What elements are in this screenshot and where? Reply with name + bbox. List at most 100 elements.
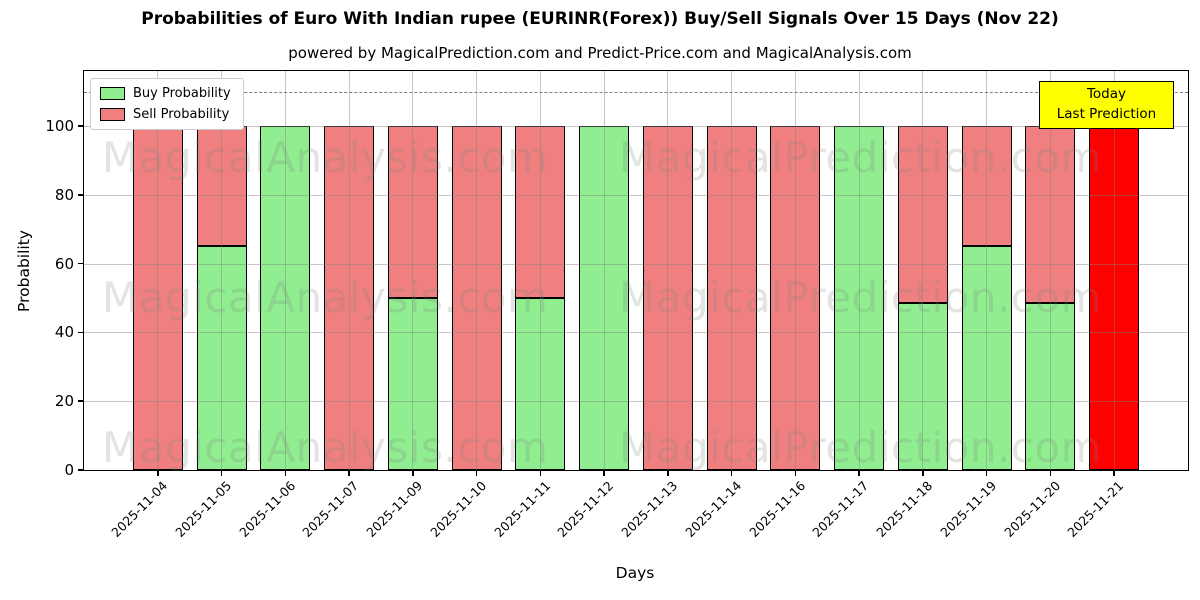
sell-bar-segment <box>706 126 757 470</box>
legend: Buy Probability Sell Probability <box>90 78 244 130</box>
x-tick-label-date: 2025-11-11 <box>490 478 553 540</box>
dashed-threshold-line <box>84 91 1188 93</box>
y-axis-label: Probability <box>15 229 33 312</box>
sell-bar-segment <box>897 126 948 304</box>
buy-bar-segment <box>579 126 630 470</box>
x-tick-mark <box>348 470 350 476</box>
legend-label-sell: Sell Probability <box>133 107 230 122</box>
x-tick-mark <box>284 470 287 476</box>
today-annotation-line1: Today <box>1086 86 1127 103</box>
legend-entry-sell: Sell Probability <box>100 107 231 122</box>
y-tick-mark-40 <box>78 331 84 334</box>
buy-bar-segment <box>196 246 247 470</box>
x-gridline <box>1049 71 1051 470</box>
y-tick-label-80: 80 <box>54 185 74 204</box>
sell-bar-segment <box>515 126 566 299</box>
x-tick-label-date: 2025-11-07 <box>299 478 362 540</box>
chart-title: Probabilities of Euro With Indian rupee … <box>141 9 1059 29</box>
x-tick-mark <box>794 470 797 476</box>
sell-bar-segment <box>770 126 821 470</box>
sell-bar-segment <box>324 126 375 470</box>
x-gridline <box>603 71 605 470</box>
today-annotation-line2: Last Prediction <box>1056 106 1157 122</box>
today-annotation-box: Today Last Prediction <box>1039 81 1174 129</box>
buy-bar-segment <box>1025 303 1076 470</box>
sell-bar-segment <box>387 126 438 299</box>
y-tick-label-20: 20 <box>54 392 74 411</box>
x-axis-label: Days <box>615 564 655 582</box>
sell-bar-segment <box>642 126 693 470</box>
x-tick-mark <box>922 470 924 476</box>
x-tick-mark <box>220 470 223 476</box>
bars-layer <box>84 71 1188 470</box>
y-gridline-40 <box>84 332 1188 334</box>
x-tick-label-date: 2025-11-09 <box>363 478 426 540</box>
x-tick-label-date: 2025-11-05 <box>172 478 235 540</box>
x-tick-label-date: 2025-11-04 <box>108 478 171 540</box>
x-tick-mark <box>412 470 414 476</box>
buy-probability-swatch <box>100 87 125 100</box>
chart-subtitle: powered by MagicalPrediction.com and Pre… <box>288 44 912 62</box>
x-tick-mark <box>1049 470 1052 476</box>
legend-entry-buy: Buy Probability <box>100 86 231 101</box>
x-gridline <box>1113 71 1115 470</box>
legend-label-buy: Buy Probability <box>133 86 231 101</box>
sell-bar-segment <box>1025 126 1076 304</box>
y-gridline-20 <box>84 401 1188 403</box>
x-tick-label-date: 2025-11-06 <box>235 478 298 540</box>
y-gridline-100 <box>84 126 1188 128</box>
x-tick-mark <box>667 470 669 476</box>
x-gridline <box>922 71 924 470</box>
y-tick-mark-100 <box>78 125 84 127</box>
sell-bar-segment <box>451 126 502 470</box>
x-tick-label-date: 2025-11-14 <box>682 478 745 540</box>
x-tick-label-date: 2025-11-20 <box>1000 478 1063 540</box>
x-tick-label-date: 2025-11-10 <box>427 478 490 540</box>
x-gridline <box>858 71 860 470</box>
y-tick-mark-0 <box>78 469 84 471</box>
x-tick-label-date: 2025-11-19 <box>937 478 1000 540</box>
y-tick-label-40: 40 <box>54 323 74 342</box>
x-gridline <box>986 71 988 470</box>
sell-probability-swatch <box>100 108 125 121</box>
x-tick-label-date: 2025-11-12 <box>554 478 617 540</box>
y-tick-mark-20 <box>78 400 84 402</box>
sell-bar-segment <box>961 126 1012 247</box>
plot-area: Probability MagicalAnalysis.com MagicalPr… <box>15 70 1189 540</box>
x-gridline <box>539 71 541 470</box>
sell-bar-segment <box>132 126 183 470</box>
x-tick-mark <box>858 470 860 476</box>
grid-layer <box>84 71 1188 470</box>
x-tick-label-date: 2025-11-18 <box>873 478 936 540</box>
x-gridline <box>348 71 350 470</box>
buy-bar-segment <box>260 126 311 470</box>
today-sell-bar-segment <box>1089 126 1140 470</box>
x-tick-mark <box>539 470 542 476</box>
y-tick-label-100: 100 <box>45 117 74 136</box>
x-tick-label-date: 2025-11-21 <box>1064 478 1127 540</box>
buy-bar-segment <box>515 298 566 470</box>
x-tick-mark <box>730 470 733 476</box>
x-gridline <box>731 71 733 470</box>
buy-bar-segment <box>961 246 1012 470</box>
sell-bar-segment <box>196 126 247 247</box>
x-gridline <box>284 71 286 470</box>
x-tick-mark <box>157 470 159 476</box>
y-gridline-60 <box>84 263 1188 265</box>
x-gridline <box>794 71 796 470</box>
x-tick-mark <box>475 470 478 476</box>
y-tick-mark-80 <box>78 194 84 196</box>
x-gridline <box>667 71 669 470</box>
y-tick-label-0: 0 <box>64 461 74 479</box>
x-tick-label-date: 2025-11-17 <box>809 478 872 540</box>
x-gridline <box>221 71 223 470</box>
x-tick-mark <box>985 470 988 476</box>
axis-ticks-layer: 0 20 40 60 80 100 2025-11-04 2025-11-05 2025-11-… <box>45 71 1188 540</box>
x-tick-label-date: 2025-11-13 <box>618 478 681 540</box>
buy-bar-segment <box>834 126 885 470</box>
x-tick-mark <box>1113 470 1115 476</box>
x-gridline <box>412 71 414 470</box>
x-tick-label-date: 2025-11-16 <box>745 478 808 540</box>
x-gridline <box>157 71 159 470</box>
y-gridline-80 <box>84 194 1188 196</box>
